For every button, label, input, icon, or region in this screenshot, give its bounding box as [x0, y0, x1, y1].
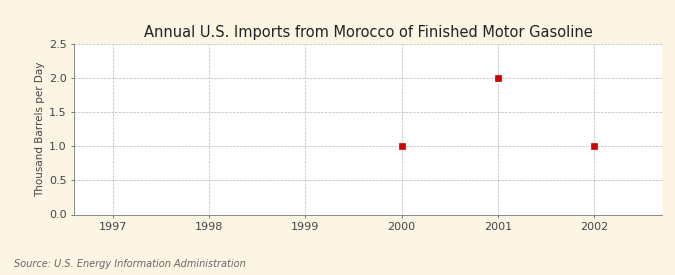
Text: Source: U.S. Energy Information Administration: Source: U.S. Energy Information Administ… [14, 259, 245, 269]
Title: Annual U.S. Imports from Morocco of Finished Motor Gasoline: Annual U.S. Imports from Morocco of Fini… [144, 25, 592, 40]
Y-axis label: Thousand Barrels per Day: Thousand Barrels per Day [34, 62, 45, 197]
